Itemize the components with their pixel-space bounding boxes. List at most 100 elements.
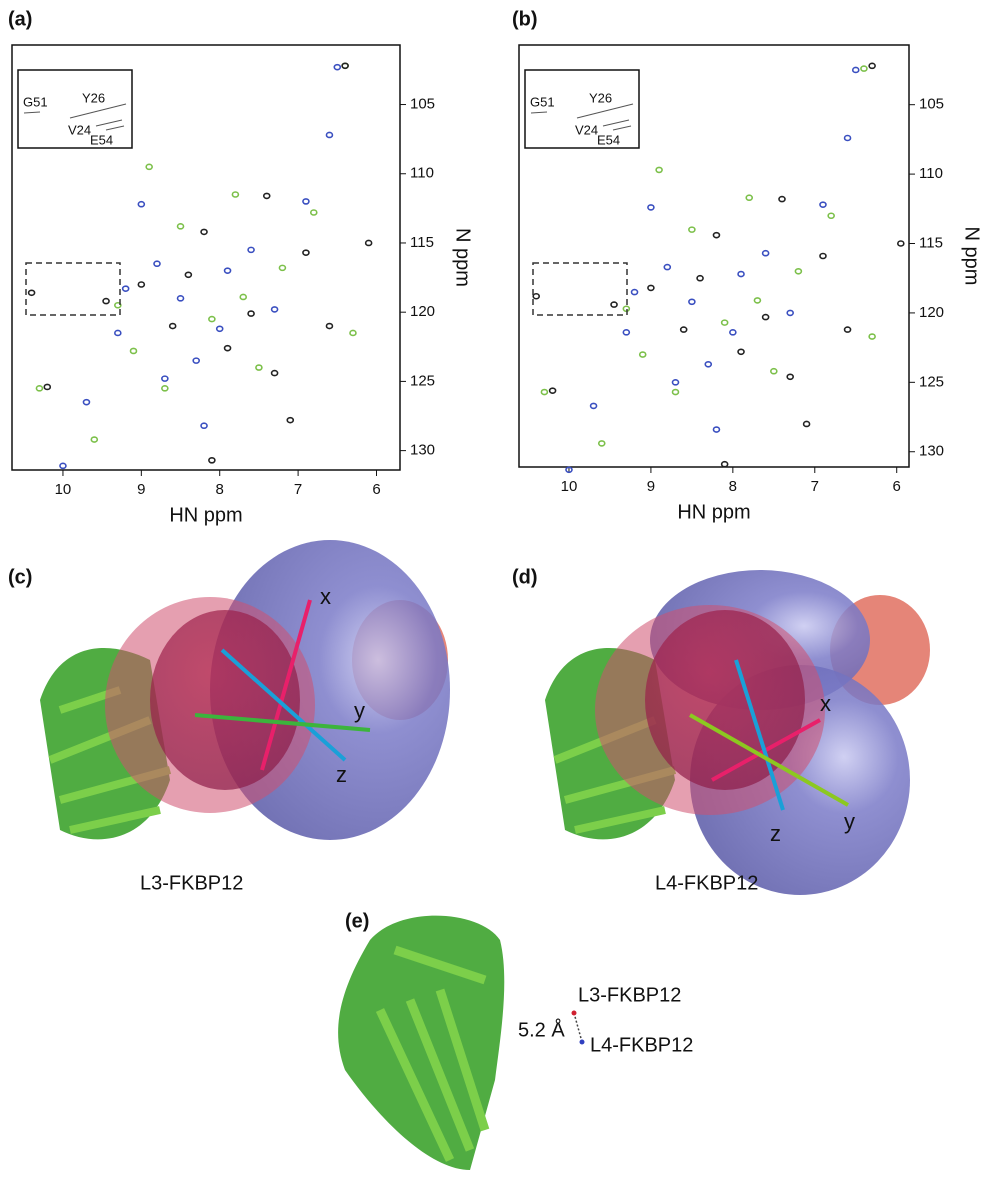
x-axis-title: HN ppm [169,504,242,526]
peak [622,329,631,336]
axis-name: y [354,698,365,723]
y-tick-label: 110 [410,165,434,182]
peak [341,62,349,70]
peak [540,388,549,396]
peak [114,301,122,309]
inset-shift [612,125,632,131]
peak [794,267,803,275]
distance-line [573,1012,583,1043]
x-tick-label: 8 [216,481,224,498]
axis-z [734,659,785,811]
peak [114,329,122,337]
peak [761,313,770,321]
peak [802,420,811,428]
peak [184,271,193,279]
peak [671,379,680,386]
plot-frame [518,44,910,468]
plot-frame [11,44,401,471]
peak [679,326,688,333]
peak [720,460,729,468]
inset-shift [576,103,634,119]
peak [819,252,827,260]
peak [778,195,786,203]
axis-name: z [770,821,781,846]
peak [90,436,99,443]
peak [364,239,373,247]
inset-shift [530,111,548,114]
inset-box [524,69,640,149]
peak [843,326,852,333]
peak [200,422,208,430]
x-tick-label: 7 [294,481,302,498]
peak [262,192,271,200]
site-dot [579,1039,585,1045]
peak [215,325,224,333]
x-tick-label: 9 [647,478,655,495]
peak [565,466,573,474]
panel-label: (c) [8,566,32,588]
axis-name: x [320,584,331,609]
y-tick-label: 110 [919,165,943,182]
peak [671,388,680,396]
peak [589,402,598,410]
x-tick-label: 6 [372,481,380,498]
peak [43,383,52,391]
protein-strands [375,945,490,1162]
peak [610,301,618,308]
x-axis-title: HN ppm [677,501,750,523]
structure-e: (e) L3-FKBP12 5.2 Å L4-FKBP12 [338,910,693,1170]
peak [270,306,279,313]
peak [688,298,696,306]
peak [827,212,835,220]
peak [745,194,754,201]
inset-label: Y26 [82,90,105,105]
peak [309,209,318,216]
peak [278,264,287,272]
peak [137,281,146,288]
y-tick-label: 115 [919,234,943,251]
peak [770,367,778,375]
peak [786,373,794,381]
inset-shift [69,103,127,119]
highlight-box [25,262,121,316]
inset-label: E54 [597,132,620,147]
y-tick-label: 130 [919,443,944,460]
peak [663,263,672,271]
peak [696,274,704,282]
spectra: (a) 10 9 8 7 6 105 110 115 120 125 130 HN ppm N ppm G5… [8,8,983,526]
peak [255,364,263,371]
inset-box [17,69,133,149]
peak [851,66,860,74]
x-tick-label: 10 [55,481,72,498]
peak [819,201,827,208]
structure-name: L3-FKBP12 [140,872,243,894]
axis-name: y [844,809,855,834]
highlight-box [532,262,628,316]
y-tick-label: 105 [410,95,435,112]
peak [145,163,153,171]
peak [192,357,201,364]
y-tick-label: 125 [410,372,435,389]
peak [720,319,729,326]
peak [786,309,794,317]
peak [168,322,177,330]
inset-label: Y26 [589,90,612,105]
panel-label: (a) [8,8,32,30]
peak [27,289,36,297]
peak [208,457,216,464]
peak [137,200,146,208]
peak [325,131,334,139]
peak [333,63,342,71]
protein-cartoon [338,915,505,1170]
peak [860,65,868,72]
y-tick-label: 130 [410,442,435,459]
y-tick-label: 120 [410,303,435,320]
structure-d: (d) x y z L4-FKBP12 [512,566,930,895]
peak [647,204,655,211]
panel-label: (e) [345,910,369,932]
peak [532,292,541,300]
y-tick-label: 120 [919,304,944,321]
axis-y [689,713,849,807]
inset-shift [105,125,125,131]
